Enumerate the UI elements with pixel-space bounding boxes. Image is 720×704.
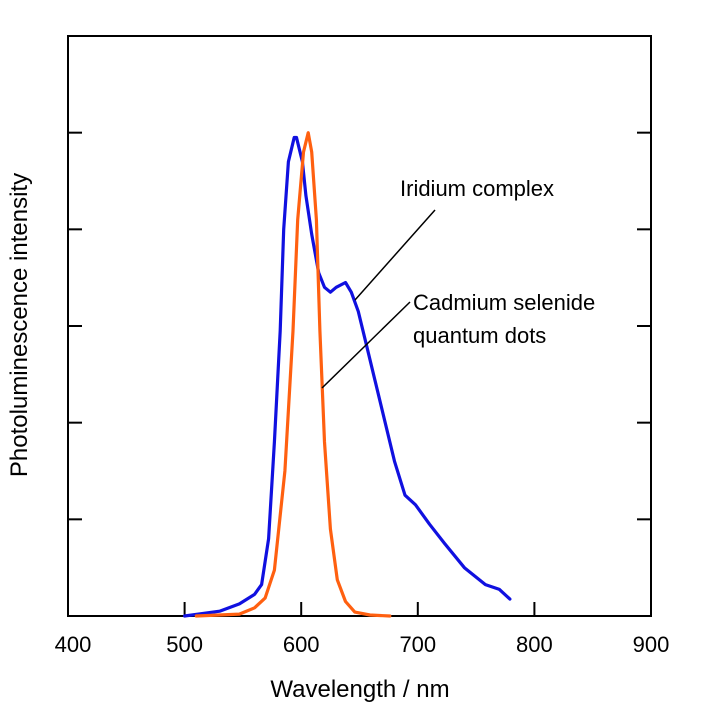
x-tick-label: 400 — [55, 632, 92, 657]
series-group — [183, 131, 512, 618]
x-tick-label: 500 — [166, 632, 203, 657]
x-tick-label: 700 — [399, 632, 436, 657]
ticks: 400 500 600 700 800 900 — [55, 131, 670, 657]
y-axis-title: Photoluminescence intensity — [6, 173, 33, 477]
annotations: Iridium complex Cadmium selenide quantum… — [321, 176, 595, 389]
x-tick-label: 600 — [283, 632, 320, 657]
x-tick-label: 800 — [516, 632, 553, 657]
series-line-cadmium-selenide-qd — [194, 131, 392, 618]
plot-border — [67, 35, 652, 617]
annotation-iridium: Iridium complex — [400, 176, 554, 201]
cadmium-leader-line — [321, 301, 411, 389]
plot-frame — [67, 35, 652, 617]
x-axis-title: Wavelength / nm — [270, 676, 449, 703]
iridium-leader-line — [354, 209, 436, 301]
annotation-cadmium-line2: quantum dots — [413, 323, 546, 348]
annotation-cadmium-line1: Cadmium selenide — [413, 290, 595, 315]
x-tick-label: 900 — [633, 632, 670, 657]
series-line-iridium-complex — [183, 135, 512, 618]
